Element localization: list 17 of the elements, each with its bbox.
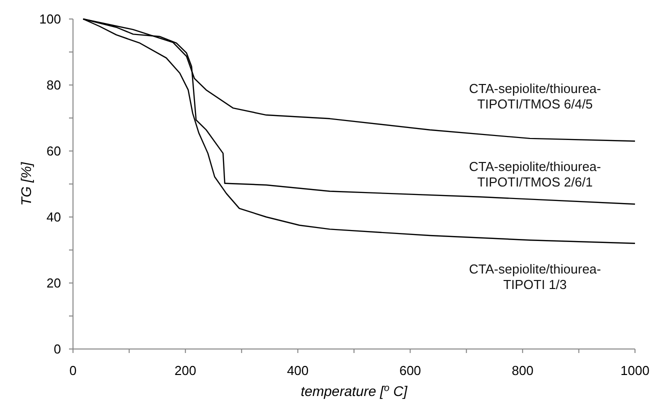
- y-tick-label: 40: [46, 210, 61, 225]
- x-axis-title: temperature [$^{o}$ C]: [300, 382, 408, 399]
- y-tick-label: 20: [46, 276, 61, 291]
- series-label: CTA-sepiolite/thiourea- TIPOTI 1/3: [469, 261, 601, 292]
- x-tick-label: 600: [399, 363, 422, 378]
- x-tick-label: 0: [69, 363, 77, 378]
- series-label: CTA-sepiolite/thiourea- TIPOTI/TMOS 6/4/5: [469, 81, 601, 112]
- x-tick-label: 200: [174, 363, 196, 378]
- x-tick-label: 400: [286, 363, 309, 378]
- y-axis-title: TG [%]: [18, 161, 34, 206]
- y-tick-label: 0: [54, 342, 61, 357]
- x-tick-label: 800: [512, 363, 534, 378]
- x-tick-label: 1000: [620, 363, 650, 378]
- y-tick-label: 100: [39, 12, 61, 27]
- y-tick-label: 60: [46, 144, 61, 159]
- y-tick-label: 80: [46, 78, 61, 93]
- series-label: CTA-sepiolite/thiourea- TIPOTI/TMOS 2/6/1: [469, 159, 601, 190]
